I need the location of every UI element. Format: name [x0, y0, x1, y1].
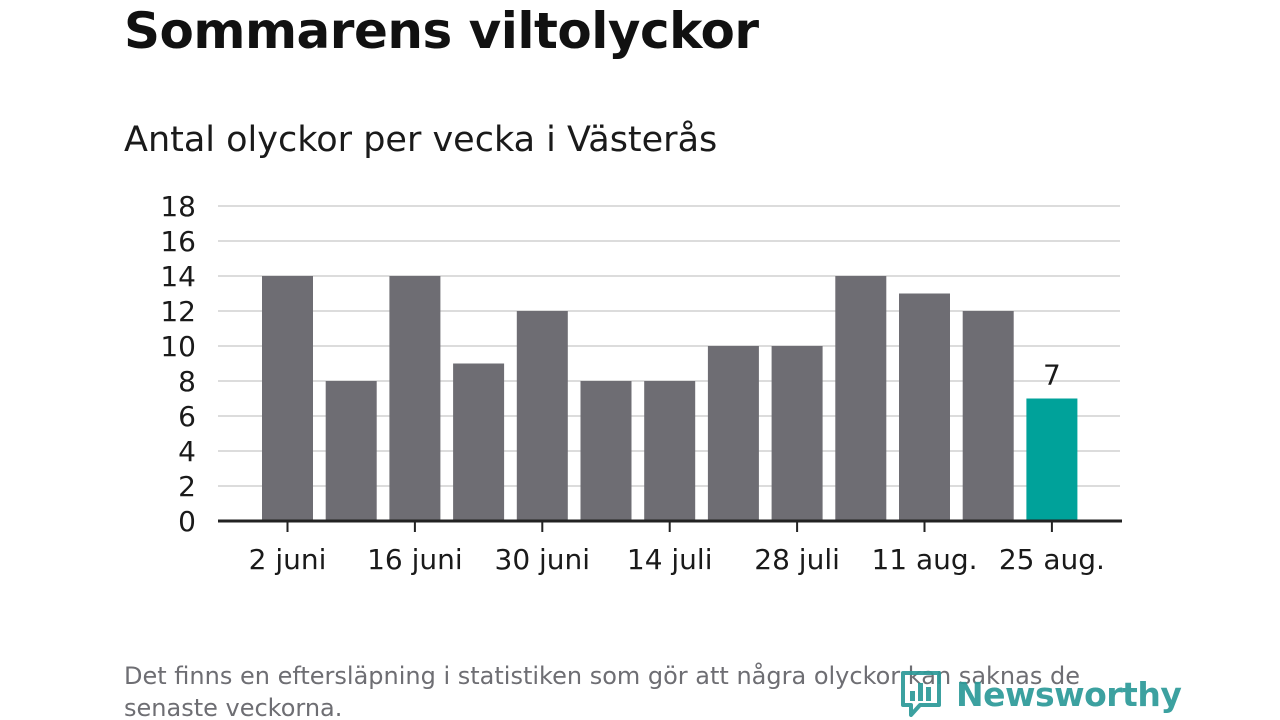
bar: [835, 276, 887, 521]
x-tick-label: 25 aug.: [999, 543, 1105, 576]
newsworthy-logo-icon: [901, 671, 941, 717]
bar: [262, 276, 313, 521]
x-tick-label: 14 juli: [627, 543, 713, 576]
y-tick-label: 0: [178, 505, 196, 538]
x-tick-label: 30 juni: [495, 543, 591, 576]
x-tick-label: 28 juli: [754, 543, 840, 576]
bar: [580, 381, 632, 521]
y-tick-label: 16: [160, 225, 196, 258]
bar: [644, 381, 696, 521]
y-tick-label: 18: [160, 190, 196, 223]
x-tick-label: 16 juni: [367, 543, 463, 576]
y-tick-label: 10: [160, 330, 196, 363]
y-tick-label: 14: [160, 260, 196, 293]
y-tick-label: 8: [178, 365, 196, 398]
chart-subtitle: Antal olyckor per vecka i Västerås: [124, 120, 718, 160]
bar: [899, 293, 950, 521]
data-label: 7: [1043, 359, 1061, 392]
chart-title: Sommarens viltolyckor: [124, 2, 759, 60]
footnote: Det finns en eftersläpning i statistiken…: [124, 662, 1080, 720]
bar: [1026, 398, 1078, 521]
bar: [453, 363, 505, 521]
bar: [325, 381, 377, 521]
y-tick-label: 6: [178, 400, 196, 433]
bar: [771, 346, 823, 521]
bar: [962, 311, 1014, 521]
y-tick-label: 4: [178, 435, 196, 468]
bar: [516, 311, 568, 521]
bar: [389, 276, 441, 521]
brand-logo: Newsworthy: [900, 668, 1182, 720]
x-tick-label: 2 juni: [249, 543, 327, 576]
y-tick-label: 12: [160, 295, 196, 328]
y-tick-label: 2: [178, 470, 196, 503]
brand-name: Newsworthy: [956, 674, 1182, 714]
bar: [707, 346, 759, 521]
x-tick-label: 11 aug.: [871, 543, 977, 576]
